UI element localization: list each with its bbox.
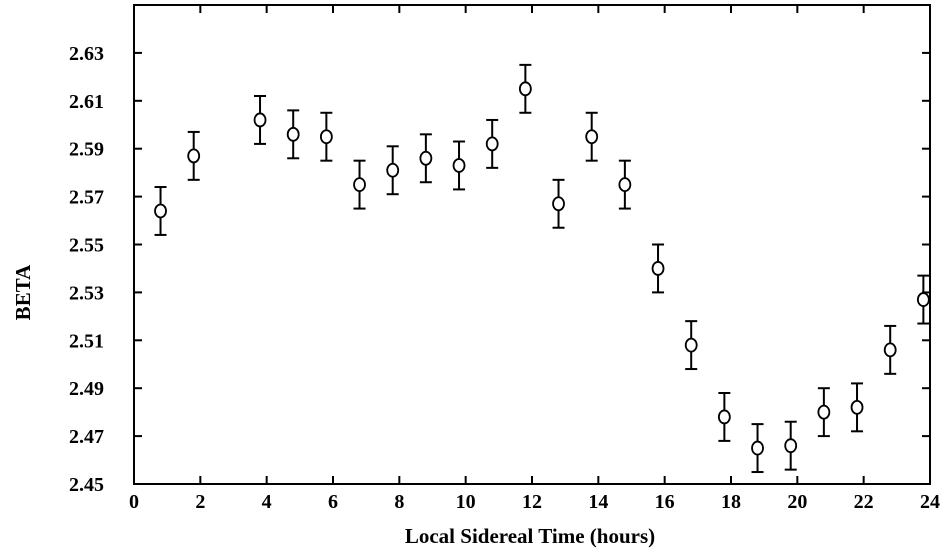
marker-circle bbox=[154, 203, 167, 219]
x-axis-label: Local Sidereal Time (hours) bbox=[405, 524, 655, 548]
y-tick-label: 2.47 bbox=[69, 426, 104, 448]
marker-circle bbox=[883, 342, 897, 358]
data-point bbox=[817, 387, 831, 438]
marker-circle bbox=[850, 399, 864, 415]
marker-circle bbox=[552, 196, 565, 212]
data-point bbox=[850, 382, 864, 433]
data-point bbox=[684, 320, 698, 371]
marker-circle bbox=[651, 261, 665, 276]
y-tick-label: 2.63 bbox=[69, 43, 104, 65]
x-tick-label: 16 bbox=[655, 491, 675, 513]
y-tick-label: 2.51 bbox=[69, 330, 104, 352]
data-point bbox=[717, 391, 731, 442]
y-tick-label: 2.53 bbox=[69, 282, 104, 304]
marker-circle bbox=[452, 158, 466, 173]
x-tick-label: 22 bbox=[854, 491, 874, 513]
marker-circle bbox=[784, 438, 798, 454]
y-tick-label: 2.49 bbox=[69, 378, 104, 400]
data-point bbox=[353, 159, 366, 210]
marker-circle bbox=[353, 177, 366, 193]
x-tick-label: 10 bbox=[456, 491, 476, 513]
marker-circle bbox=[817, 404, 831, 420]
x-tick-label: 18 bbox=[721, 491, 741, 513]
data-point bbox=[485, 118, 499, 169]
data-point bbox=[452, 140, 466, 191]
data-point bbox=[651, 243, 665, 294]
marker-circle bbox=[916, 292, 930, 307]
data-point bbox=[552, 178, 565, 229]
y-axis-ticks: 2.45 2.47 2.49 2.51 2.53 2.55 2.57 2.59 2.61 2.63 bbox=[69, 43, 930, 496]
data-point bbox=[883, 324, 897, 375]
x-tick-label: 20 bbox=[787, 491, 807, 513]
plot-frame bbox=[133, 4, 931, 485]
marker-circle bbox=[684, 337, 698, 353]
x-tick-label: 6 bbox=[328, 491, 338, 513]
x-tick-label: 2 bbox=[195, 491, 205, 513]
y-tick-label: 2.57 bbox=[69, 187, 104, 209]
y-axis-label: BETA bbox=[11, 264, 35, 320]
marker-circle bbox=[717, 409, 731, 425]
data-series bbox=[154, 63, 930, 474]
y-tick-label: 2.61 bbox=[69, 91, 104, 113]
marker-circle bbox=[286, 126, 300, 142]
data-point bbox=[319, 111, 333, 162]
marker-circle bbox=[751, 440, 764, 456]
y-tick-label: 2.45 bbox=[69, 474, 104, 496]
data-point bbox=[784, 420, 798, 471]
x-tick-label: 12 bbox=[522, 491, 542, 513]
marker-circle bbox=[187, 148, 201, 164]
x-tick-label: 4 bbox=[262, 491, 272, 513]
data-point bbox=[386, 145, 400, 196]
data-point bbox=[585, 111, 599, 162]
data-point bbox=[154, 186, 167, 236]
data-point bbox=[187, 130, 201, 181]
marker-circle bbox=[585, 129, 599, 145]
data-point bbox=[253, 95, 267, 145]
marker-circle bbox=[386, 162, 400, 178]
x-tick-label: 14 bbox=[588, 491, 608, 513]
marker-circle bbox=[518, 81, 532, 97]
data-point bbox=[419, 133, 433, 184]
data-point bbox=[916, 274, 930, 325]
marker-circle bbox=[618, 177, 632, 193]
data-point bbox=[751, 423, 764, 474]
marker-circle bbox=[485, 136, 499, 152]
x-axis-ticks: 0 2 4 6 8 10 12 14 16 18 20 22 24 bbox=[129, 5, 940, 513]
x-tick-label: 8 bbox=[394, 491, 404, 513]
data-point bbox=[286, 109, 300, 160]
marker-circle bbox=[419, 150, 433, 166]
data-point bbox=[518, 63, 532, 114]
y-tick-label: 2.55 bbox=[69, 235, 104, 257]
data-point bbox=[618, 159, 632, 210]
x-tick-label: 24 bbox=[920, 491, 940, 513]
x-tick-label: 0 bbox=[129, 491, 139, 513]
marker-circle bbox=[253, 112, 267, 128]
y-tick-label: 2.59 bbox=[69, 139, 104, 161]
marker-circle bbox=[319, 129, 333, 145]
